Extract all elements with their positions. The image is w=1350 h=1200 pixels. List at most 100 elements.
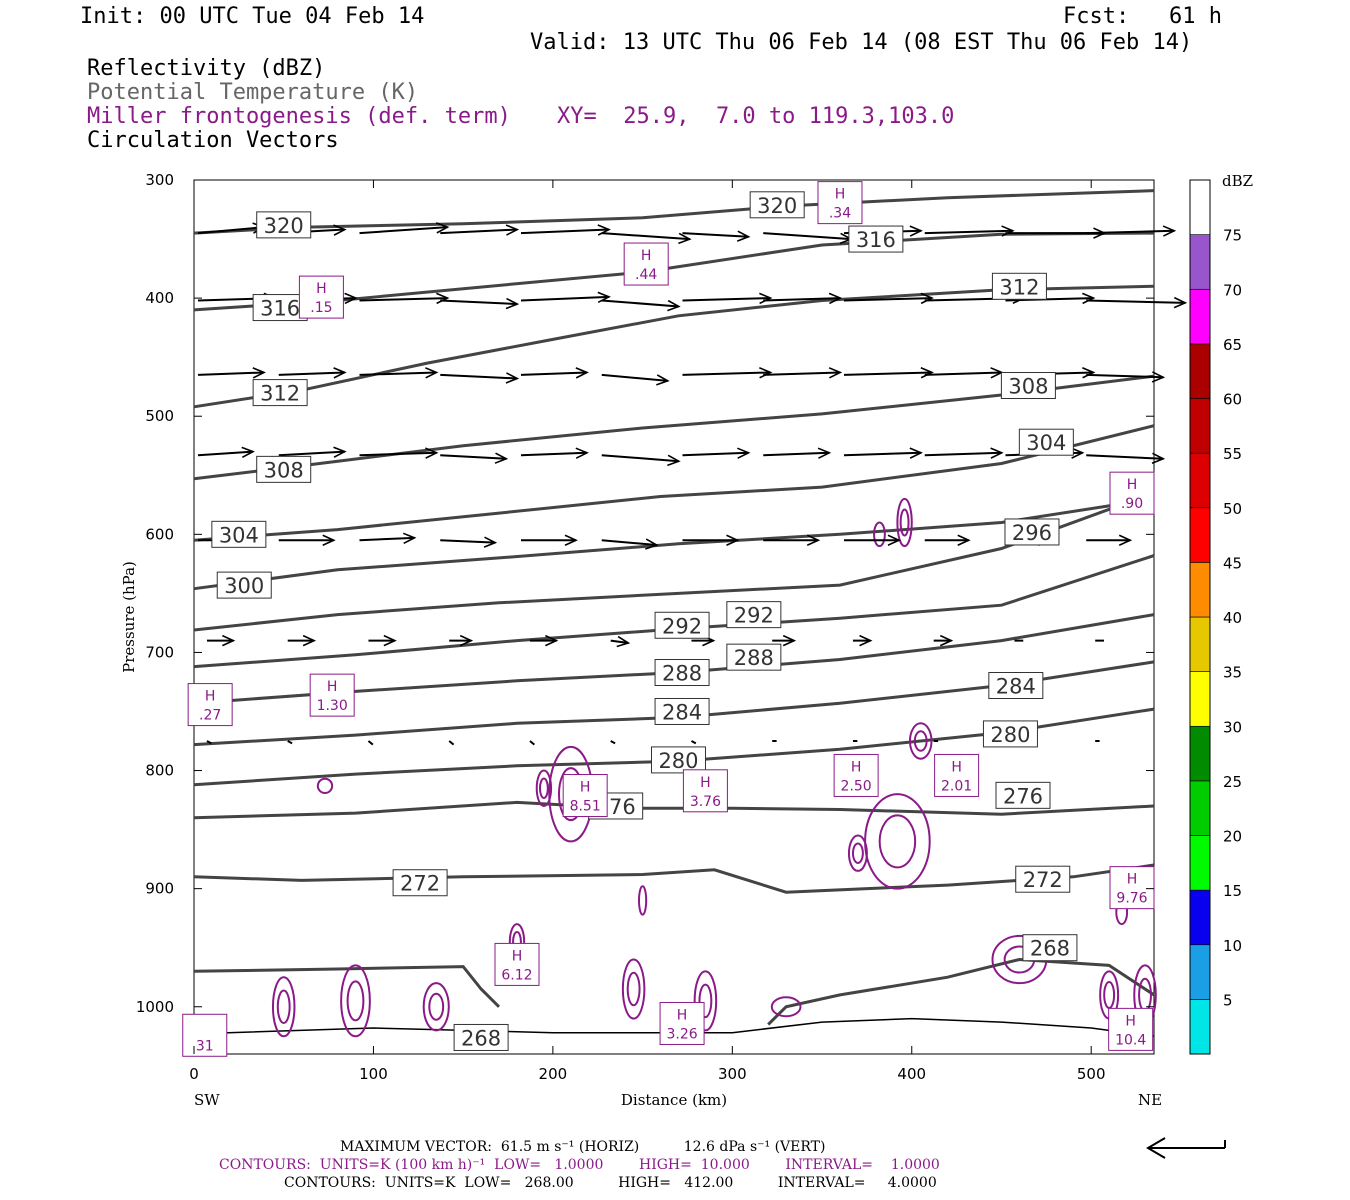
isentrope-label-box: [988, 672, 1044, 700]
isentrope-label-box: [256, 211, 312, 239]
isentrope-label-304: 304: [1018, 428, 1074, 456]
circulation-vector: [278, 446, 347, 458]
vector-head: [1071, 447, 1085, 459]
circulation-vector: [763, 292, 843, 305]
isentrope-label-box: [848, 225, 904, 253]
vector-shaft: [843, 297, 933, 302]
fronto-contour-inner: [1103, 980, 1116, 1009]
vector-head: [1082, 292, 1096, 305]
frontogenesis-maxima: H .34 H .44 H .15 H .90 H .27 H 1.30 H 8.51 H 3.76 H 2.50…: [182, 181, 1155, 1057]
fronto-max-h: H: [1127, 477, 1138, 493]
circulation-vector: [682, 292, 773, 305]
isentrope-296: [193, 491, 1155, 632]
isentrope-label-320: 320: [256, 211, 312, 239]
vector-shaft: [924, 451, 1002, 457]
vector-shaft: [610, 639, 629, 645]
vector-shaft: [682, 371, 771, 376]
circulation-vector: [359, 447, 439, 459]
fronto-max-box: [1109, 866, 1155, 910]
vector-head: [1151, 371, 1166, 383]
vector-shaft: [763, 371, 841, 376]
isentrope-label-box: [654, 611, 710, 639]
colorbar: 5 10 15 20 25 30 35 40 45 50 55 60 65 70 75: [1189, 179, 1242, 1055]
theta-contour-info: CONTOURS: UNITS=K LOW= 268.00 HIGH= 412.…: [284, 1175, 937, 1191]
circulation-vector: [682, 447, 751, 459]
isentrope-label-box: [211, 520, 267, 548]
vector-shaft: [1005, 297, 1094, 302]
circulation-vector: [440, 372, 520, 384]
isentrope-label-text: 320: [264, 214, 304, 238]
circulation-vector: [520, 291, 611, 304]
circulation-vector: [529, 740, 535, 746]
fronto-max-marker: H 2.50: [833, 753, 879, 797]
isentrope-label-text: 268: [461, 1026, 501, 1050]
fronto-max-h: H: [951, 759, 962, 775]
y-axis: 300 400 500 600 700 800 900 1000: [136, 171, 1154, 1016]
circulation-vector: [206, 634, 236, 647]
circulation-vector: [448, 740, 455, 746]
fronto-max-h: H: [1127, 872, 1138, 888]
fronto-contour-inner: [913, 730, 928, 752]
fronto-max-box: [682, 769, 728, 813]
isentrope-label-text: 280: [658, 749, 698, 773]
fronto-contour-inner: [878, 814, 917, 869]
x-end-right: NE: [1138, 1091, 1162, 1109]
circulation-vector: [763, 447, 832, 459]
circulation-vector: [852, 634, 873, 647]
field-frontogenesis: Miller frontogenesis (def. term): [87, 104, 511, 129]
vector-shaft: [367, 740, 374, 746]
vector-shaft: [763, 451, 830, 457]
vector-head: [939, 634, 954, 647]
colorbar-label: 45: [1223, 554, 1242, 572]
fronto-max-marker: H 2.01: [934, 753, 980, 797]
vector-shaft: [440, 539, 496, 544]
circulation-vector: [449, 634, 474, 647]
vector-head: [667, 454, 681, 467]
isentrope-292: [193, 554, 1155, 669]
isentrope-label-280: 280: [982, 720, 1038, 748]
vector-head: [759, 367, 773, 379]
fronto-max-h: H: [677, 1007, 688, 1023]
fronto-max-marker: 31: [182, 1013, 228, 1057]
vector-head: [616, 635, 631, 648]
vector-head: [435, 222, 450, 234]
circulation-vector: [520, 224, 611, 236]
circulation-vector: [610, 740, 616, 745]
isentrope-label-284: 284: [988, 672, 1044, 700]
circulation-vector: [197, 446, 255, 459]
fronto-max-h: H: [205, 689, 216, 705]
init-label: Init: 00 UTC Tue 04 Feb 14: [80, 4, 425, 29]
isentrope-label-284: 284: [654, 697, 710, 725]
isentrope-label-text: 276: [1003, 784, 1043, 808]
colorbar-segment: [1189, 780, 1211, 836]
colorbar-segment: [1189, 725, 1211, 782]
fronto-max-box: [298, 275, 344, 319]
vector-head: [494, 452, 509, 464]
colorbar-label: 30: [1223, 718, 1242, 736]
vector-head: [575, 367, 589, 379]
vector-head: [1173, 296, 1188, 309]
colorbar-segment: [1189, 507, 1211, 563]
fronto-max-box: [562, 774, 608, 818]
vector-shaft: [924, 371, 1002, 376]
vector-head: [645, 538, 659, 550]
vector-shaft: [359, 226, 448, 235]
isentrope-label-text: 316: [260, 297, 300, 321]
circulation-vector: [359, 367, 439, 379]
vector-head: [252, 367, 266, 379]
isentrope-label-text: 272: [400, 872, 440, 896]
circulation-vector: [278, 534, 336, 546]
fronto-max-marker: H 10.4: [1108, 1007, 1154, 1051]
fronto-contour: [638, 885, 648, 916]
vector-shaft: [690, 740, 697, 745]
fronto-max-marker: H .15: [298, 275, 344, 319]
vector-head: [1001, 225, 1015, 237]
vector-shaft: [287, 740, 293, 745]
colorbar-label: 70: [1223, 281, 1242, 299]
x-axis-label: Distance (km): [621, 1091, 727, 1109]
circulation-vector: [359, 222, 450, 235]
fronto-max-marker: H .90: [1109, 471, 1155, 515]
isentrope-label-box: [1004, 518, 1060, 546]
vector-head: [909, 447, 923, 459]
isentrope-268: [193, 965, 501, 1008]
